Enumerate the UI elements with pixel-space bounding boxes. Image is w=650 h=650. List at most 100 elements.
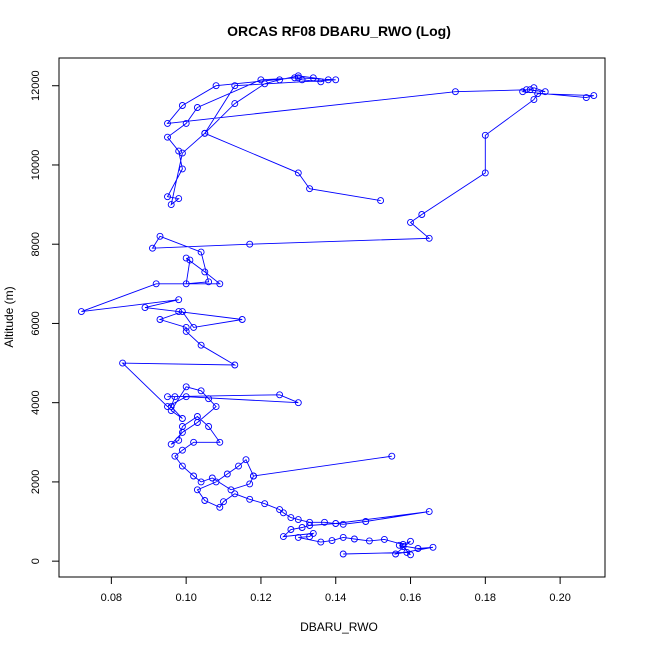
data-point [178,462,186,470]
data-point [201,497,209,504]
data-point [294,74,302,82]
data-point [193,419,201,426]
data-point [182,119,190,127]
data-point [339,533,347,541]
data-point [197,248,205,256]
data-point [306,522,314,529]
data-point [164,393,171,401]
data-point [216,503,224,511]
data-point [182,393,190,401]
data-point [242,456,250,464]
data-point [156,316,164,323]
data-point [541,88,549,96]
x-tick-label: 0.12 [250,592,271,604]
data-point [178,165,186,173]
data-point [481,131,489,139]
data-point [178,446,186,454]
data-point [186,256,194,264]
data-point [231,490,239,498]
data-point [246,240,254,248]
data-point [205,423,213,430]
data-point [182,323,190,331]
data-point [178,428,186,436]
data-point [257,76,265,84]
data-point [534,90,542,98]
data-point [287,526,295,533]
data-point [332,520,340,527]
y-tick-label: 12000 [30,70,42,101]
chart-title: ORCAS RF08 DBARU_RWO (Log) [227,23,451,39]
data-point [530,96,538,104]
y-tick-label: 6000 [30,311,42,335]
data-point [388,452,396,460]
x-axis-label: DBARU_RWO [300,620,378,634]
y-tick-label: 10000 [30,150,42,181]
x-tick-label: 0.10 [175,592,196,604]
data-point [309,529,317,537]
data-point [231,82,239,90]
data-point [141,304,149,312]
data-point [227,486,235,494]
x-tick-label: 0.16 [400,592,421,604]
y-axis: 0 2000 4000 6000 8000 10000 12000 [30,70,60,564]
data-point [451,88,459,96]
data-point [332,76,340,84]
data-point [231,361,239,369]
y-axis-label: Altitude (m) [2,286,16,347]
data-point [582,94,590,102]
data-point [167,403,175,411]
data-point [362,518,370,525]
data-point [197,478,205,486]
data-point [425,508,433,516]
data-point [298,524,306,531]
data-point [291,74,299,82]
data-point [306,185,314,193]
data-point [178,149,186,157]
data-point [276,506,284,514]
data-point [399,543,407,550]
data-point [152,280,160,288]
data-point [205,278,213,286]
data-point [407,551,414,559]
data-point [321,518,328,526]
data-point [276,391,284,399]
data-point [182,254,190,262]
data-point [216,280,224,288]
data-point [175,296,183,304]
data-point [197,387,205,395]
data-point [171,393,179,401]
data-point [246,495,254,503]
data-point [216,438,224,446]
data-point [235,462,242,470]
data-point [380,535,388,543]
data-point [403,548,411,556]
series-layer [77,72,598,559]
data-point [590,92,598,100]
data-point [298,76,306,84]
data-point [377,197,385,205]
data-point [425,234,433,242]
data-point [407,218,414,226]
data-point [212,82,220,90]
data-point [481,169,489,177]
data-point [328,537,336,545]
data-point [339,520,347,528]
data-point [309,74,317,82]
data-point [418,211,426,218]
data-point [193,486,201,494]
data-point [365,537,373,545]
data-point [526,86,534,94]
series-line [81,75,594,556]
data-point [294,399,302,407]
data-point [190,472,198,480]
data-point [164,193,171,201]
data-point [294,72,302,80]
data-point [212,478,220,486]
data-point [223,470,231,478]
data-point [395,541,403,549]
data-point [294,169,302,177]
data-point [201,129,209,137]
data-point [339,550,347,558]
x-tick-label: 0.18 [475,592,496,604]
